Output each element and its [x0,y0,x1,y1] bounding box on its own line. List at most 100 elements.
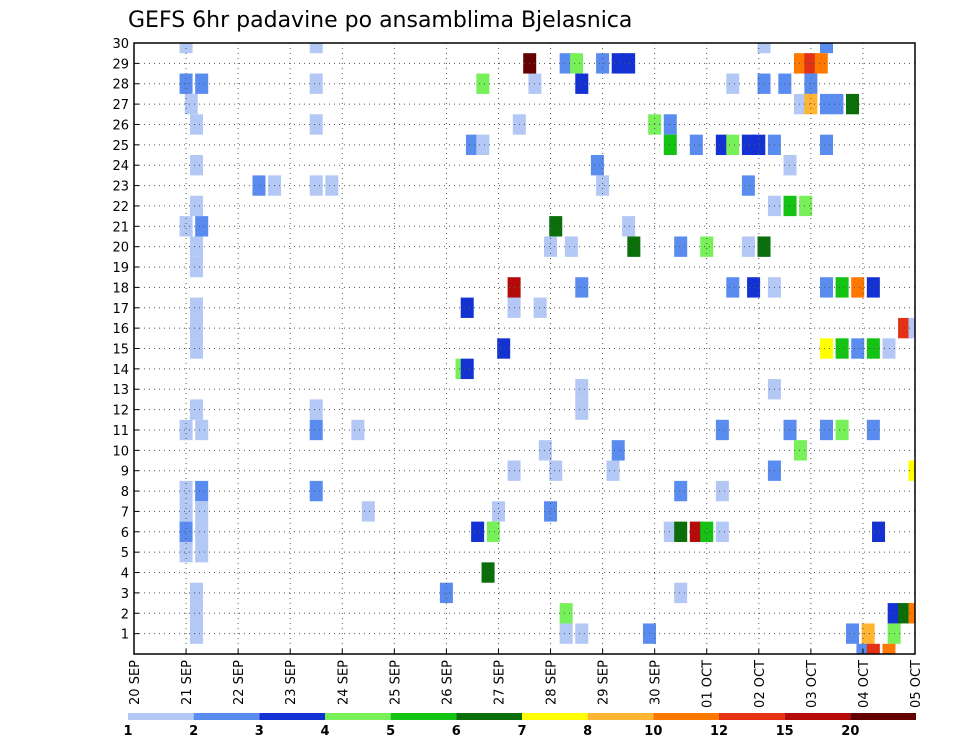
x-tick-label: 20 SEP [128,660,143,705]
heatmap-cell [184,93,198,115]
heatmap-cell [564,236,578,257]
y-tick-label: 20 [112,241,129,256]
heatmap-cell [835,277,849,298]
heatmap-cell [715,480,729,502]
heatmap-cell [195,73,209,94]
heatmap-cell [549,216,563,237]
heatmap-cell [908,603,915,624]
x-tick-label: 02 OCT [753,660,768,708]
heatmap-cell [497,338,511,359]
y-tick-label: 3 [121,587,129,602]
y-tick-label: 13 [112,383,129,398]
y-tick-label: 28 [112,78,129,93]
heatmap-cell [783,195,797,217]
heatmap-cell [491,501,505,522]
heatmap-cell [195,480,209,502]
heatmap-cell [627,236,641,257]
heatmap-cell [559,603,573,624]
heatmap-cell [726,134,740,156]
heatmap-cell [189,338,203,359]
heatmap-cell [575,379,589,400]
heatmap-cell [663,114,677,135]
heatmap-cell [814,53,828,74]
colorbar-label: 10 [644,724,662,739]
heatmap-cell [793,53,807,74]
heatmap-cell [835,338,849,359]
heatmap-cell [804,93,818,115]
heatmap-cell [189,582,203,604]
heatmap-cell [819,93,833,115]
heatmap-cell [611,53,625,74]
heatmap-cell [538,440,552,461]
heatmap-cell [689,521,703,542]
heatmap-cell [309,419,323,441]
heatmap-cell [846,623,860,644]
chart-title: GEFS 6hr padavine po ansamblima Bjelasni… [128,8,632,33]
heatmap-cell [179,216,193,237]
heatmap-cell [544,236,558,257]
colorbar-label: 1 [123,724,132,739]
colorbar-swatch [522,713,588,720]
heatmap-cell [309,480,323,502]
heatmap-cell [575,277,589,298]
heatmap-cell [819,277,833,298]
heatmap-cell [189,114,203,135]
heatmap-cell [549,460,563,481]
colorbar-label: 5 [386,724,395,739]
colorbar-swatch [325,713,391,720]
heatmap-cell [726,277,740,298]
heatmap-cell [481,562,495,583]
heatmap-cell [189,155,203,176]
y-tick-label: 17 [112,302,129,317]
grid-lines [134,42,915,654]
heatmap-cell [309,399,323,420]
heatmap-cell [741,236,755,257]
heatmap-cell [606,460,620,481]
heatmap-cell [544,501,558,522]
heatmap-cell [819,134,833,156]
heatmap-cell [575,623,589,644]
heatmap-cell [674,236,688,257]
heatmap-cell [715,419,729,441]
heatmap-cells [179,43,915,654]
colorbar-label: 3 [255,724,264,739]
x-tick-label: 01 OCT [701,660,716,708]
heatmap-cell [460,297,474,318]
colorbar-swatch [719,713,785,720]
heatmap-cell [309,73,323,94]
y-tick-label: 12 [112,404,129,419]
heatmap-cell [575,399,589,420]
y-tick-label: 22 [112,200,129,215]
heatmap-cell [674,480,688,502]
y-tick-label: 18 [112,281,129,296]
heatmap-cell [179,501,193,522]
heatmap-cell [189,623,203,644]
heatmap-cell [866,419,880,441]
heatmap-cell [439,582,453,604]
heatmap-cell [866,643,880,654]
heatmap-cell [830,93,844,115]
heatmap-cell [179,419,193,441]
heatmap-cell [195,501,209,522]
x-tick-label: 29 SEP [597,660,612,705]
heatmap-cell [622,216,636,237]
x-tick-label: 30 SEP [649,660,664,705]
heatmap-cell [309,175,323,196]
colorbar: 1 2 3 4 5 6 7 8 10 12 15 20 [123,713,916,739]
y-tick-label: 6 [121,526,129,541]
heatmap-cell [819,43,833,54]
y-tick-label: 1 [121,628,129,643]
y-tick-label: 29 [112,57,129,72]
heatmap-cell [819,419,833,441]
heatmap-cell [846,93,860,115]
heatmap-cell [471,521,485,542]
heatmap-cell [179,521,193,542]
x-tick-label: 23 SEP [284,660,299,705]
heatmap-cell [189,399,203,420]
heatmap-cell [189,317,203,339]
heatmap-cell [195,419,209,441]
heatmap-cell [189,603,203,624]
heatmap-cell [189,195,203,217]
x-tick-label: 03 OCT [805,660,820,708]
heatmap-cell [622,53,636,74]
